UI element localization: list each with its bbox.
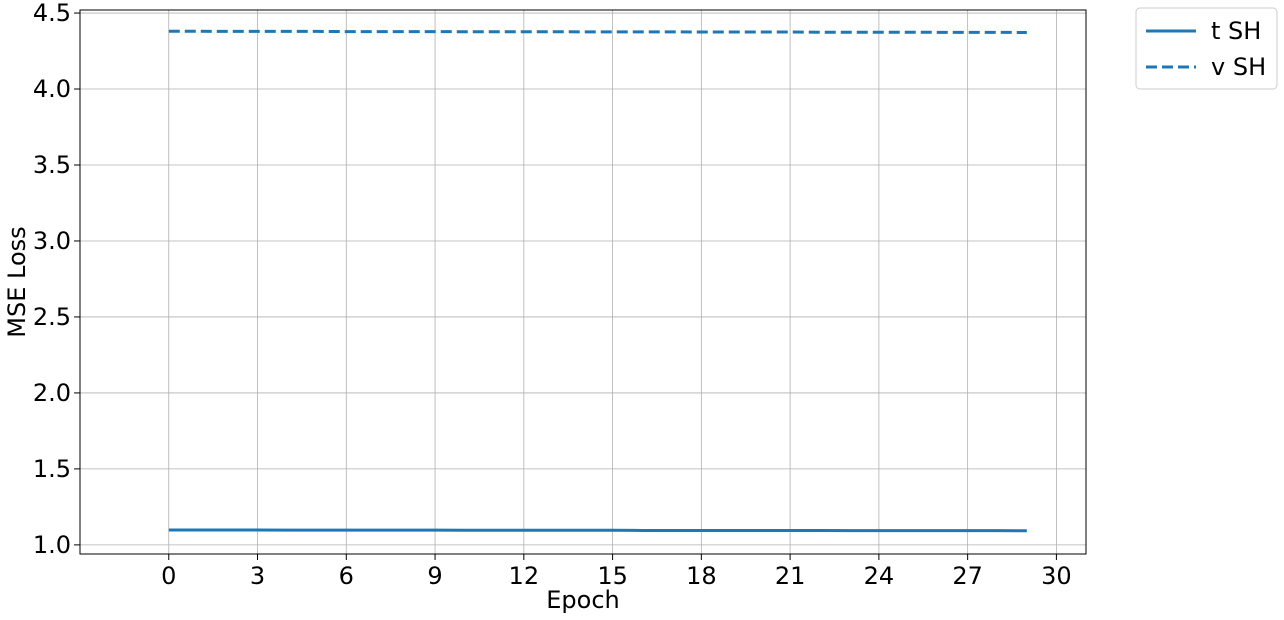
y-tick-label: 3.5 (33, 151, 71, 179)
y-tick-label: 4.5 (33, 0, 71, 27)
x-tick-label: 27 (952, 562, 983, 590)
x-tick-label: 15 (597, 562, 628, 590)
grid-layer (80, 10, 1086, 554)
x-tick-label: 6 (339, 562, 354, 590)
y-axis-ticks: 1.0 1.5 2.0 2.5 3.0 3.5 4.0 4.5 (33, 0, 80, 559)
y-tick-label: 4.0 (33, 75, 71, 103)
y-tick-label: 2.5 (33, 303, 71, 331)
plot-frame (79, 9, 1087, 555)
y-tick-label: 1.0 (33, 531, 71, 559)
x-tick-label: 24 (864, 562, 895, 590)
x-axis-ticks: 0 3 6 9 12 15 18 21 24 27 30 (161, 554, 1072, 590)
y-axis-label: MSE Loss (3, 226, 31, 337)
x-tick-label: 0 (161, 562, 176, 590)
legend-label-t-sh: t SH (1211, 17, 1261, 45)
y-tick-label: 3.0 (33, 227, 71, 255)
legend-box (1135, 7, 1278, 90)
series-layer (168, 29, 1027, 533)
x-tick-label: 12 (509, 562, 540, 590)
x-tick-label: 30 (1041, 562, 1072, 590)
series-line-t-sh (168, 528, 1027, 533)
x-tick-label: 3 (250, 562, 265, 590)
y-tick-label: 2.0 (33, 379, 71, 407)
y-tick-label: 1.5 (33, 455, 71, 483)
x-tick-label: 21 (775, 562, 806, 590)
legend: t SH v SH (1135, 7, 1278, 90)
x-tick-label: 18 (686, 562, 717, 590)
x-axis-label: Epoch (546, 586, 620, 614)
legend-label-v-sh: v SH (1211, 53, 1266, 81)
x-tick-label: 9 (427, 562, 442, 590)
